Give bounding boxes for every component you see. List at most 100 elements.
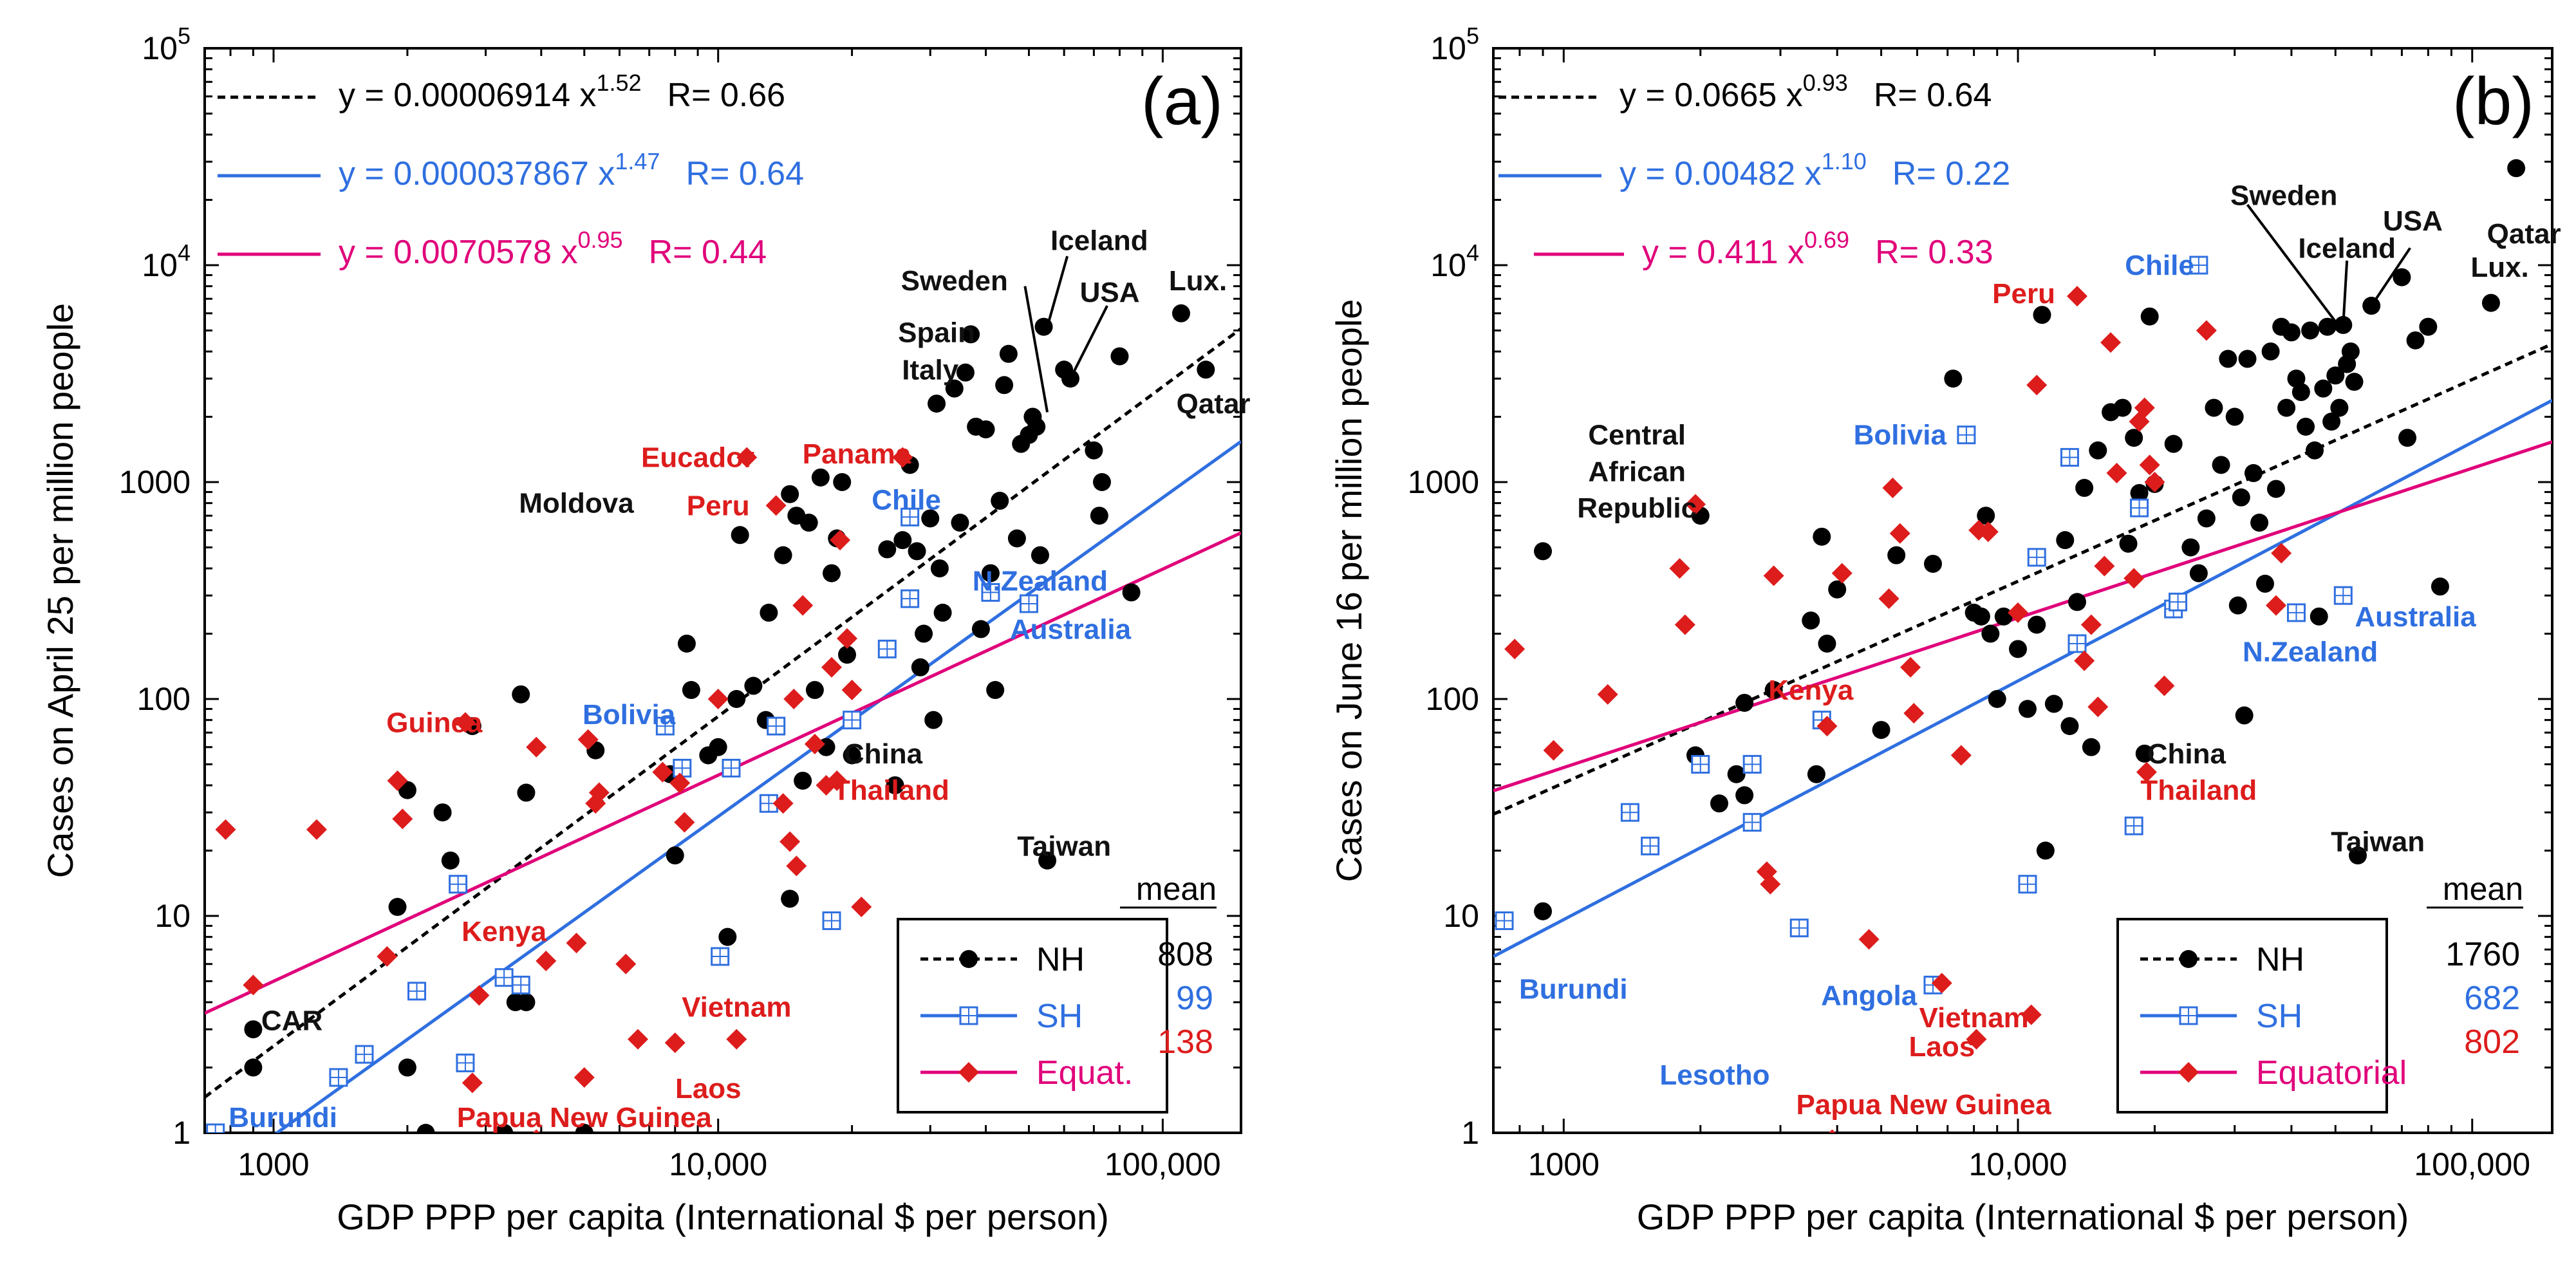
- point-nh: [2056, 531, 2075, 550]
- point-nh: [677, 634, 696, 653]
- legend-marker: [958, 1062, 979, 1083]
- point-equat: [215, 819, 236, 840]
- point-nh: [718, 927, 737, 946]
- point-nh: [2044, 694, 2063, 713]
- point-nh: [441, 851, 460, 870]
- legend-marker: [2178, 1062, 2199, 1083]
- point-nh: [822, 564, 841, 582]
- point-equatorial: [1685, 494, 1706, 515]
- fit-line-nh: [205, 327, 1241, 1099]
- point-nh: [2322, 413, 2341, 431]
- point-nh: [2225, 407, 2244, 426]
- country-label: Qatar: [1177, 388, 1251, 420]
- mean-value: 138: [1157, 1023, 1213, 1061]
- point-nh: [2060, 717, 2079, 736]
- point-nh: [2028, 615, 2046, 634]
- legend-marker: [960, 950, 978, 968]
- point-equatorial: [2136, 761, 2157, 783]
- point-nh: [999, 344, 1018, 363]
- point-sh: [722, 758, 741, 778]
- point-nh: [1818, 634, 1836, 653]
- point-sh: [2130, 498, 2149, 517]
- point-equatorial: [1504, 638, 1526, 660]
- x-axis-title: GDP PPP per capita (International $ per …: [1637, 1197, 2409, 1237]
- point-nh: [2291, 383, 2310, 402]
- point-equatorial: [1816, 716, 1838, 737]
- country-label: Moldova: [519, 488, 634, 519]
- point-nh: [1977, 507, 1995, 525]
- y-tick-label: 10: [154, 898, 191, 934]
- country-label: China: [844, 738, 923, 770]
- point-equat: [792, 595, 814, 616]
- x-tick-label: 10,000: [669, 1146, 767, 1182]
- country-label: Peru: [1992, 278, 2055, 310]
- point-nh: [781, 890, 799, 908]
- point-nh: [1090, 507, 1108, 525]
- legend-label: NH: [1036, 941, 1085, 978]
- point-nh: [433, 803, 452, 822]
- point-nh: [2306, 441, 2324, 460]
- fit-equation: y = 0.0070578 x0.95 R= 0.44: [339, 227, 767, 271]
- point-nh: [2267, 480, 2286, 498]
- point-equat: [306, 819, 327, 840]
- point-nh: [2089, 441, 2107, 460]
- country-label: N.Zealand: [2243, 637, 2378, 668]
- point-sh: [355, 1045, 374, 1064]
- legend-label: Equat.: [1036, 1054, 1133, 1092]
- country-label: Bolivia: [583, 699, 676, 731]
- point-nh: [2297, 417, 2315, 436]
- point-nh: [2232, 488, 2250, 507]
- point-nh: [1085, 441, 1103, 460]
- point-nh: [781, 485, 799, 503]
- point-nh: [2255, 574, 2274, 593]
- y-tick-label: 1: [173, 1115, 191, 1151]
- point-equat: [392, 808, 413, 830]
- point-nh: [416, 1124, 435, 1133]
- point-nh: [2419, 317, 2438, 336]
- point-nh: [971, 620, 990, 638]
- country-label: Bolivia: [1854, 420, 1947, 451]
- point-nh: [1802, 611, 1820, 630]
- point-nh: [731, 526, 749, 545]
- point-equatorial: [2094, 555, 2115, 577]
- country-label: Panama: [803, 438, 911, 470]
- point-equat: [387, 770, 408, 791]
- point-equatorial: [1878, 588, 1899, 610]
- point-nh: [2189, 564, 2208, 582]
- point-equat: [707, 689, 729, 709]
- fit-equation: y = 0.411 x0.69 R= 0.33: [1642, 227, 1993, 271]
- x-tick-label: 100,000: [1105, 1146, 1221, 1182]
- point-nh: [244, 1058, 263, 1077]
- point-nh: [744, 676, 763, 695]
- x-tick-label: 1000: [238, 1146, 309, 1182]
- point-nh: [930, 559, 949, 578]
- point-equat: [726, 1029, 747, 1050]
- point-nh: [2301, 321, 2320, 340]
- point-nh: [1988, 690, 2006, 708]
- point-equatorial: [2154, 675, 2175, 696]
- point-sh: [1789, 918, 1809, 938]
- point-sh: [511, 975, 530, 994]
- point-equat: [837, 628, 858, 649]
- point-sh: [711, 947, 730, 966]
- point-equat: [462, 1072, 483, 1094]
- point-equat: [772, 793, 794, 814]
- point-equat: [786, 855, 807, 877]
- point-nh: [2033, 306, 2051, 324]
- point-nh: [2181, 538, 2200, 557]
- point-nh: [2507, 159, 2526, 178]
- mean-title: mean: [2443, 871, 2523, 907]
- point-nh: [1031, 546, 1049, 564]
- point-sh: [901, 507, 920, 527]
- country-label: Italy: [902, 354, 959, 386]
- point-nh: [2334, 315, 2353, 334]
- x-tick-label: 10,000: [1969, 1146, 2067, 1182]
- point-nh: [398, 781, 416, 799]
- point-equat: [574, 1067, 595, 1088]
- point-nh: [495, 1124, 514, 1133]
- point-nh: [945, 379, 964, 398]
- point-nh: [1735, 693, 1754, 712]
- point-nh: [2235, 706, 2254, 725]
- point-equat: [454, 712, 476, 733]
